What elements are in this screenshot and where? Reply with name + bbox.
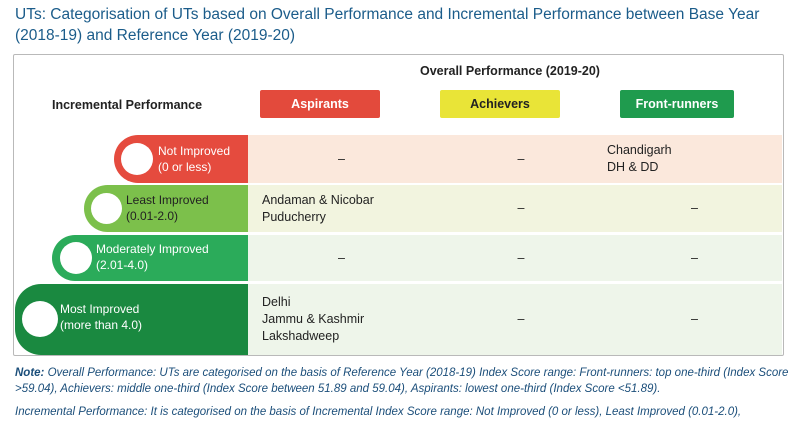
- cell-front-runners: Chandigarh DH & DD: [607, 142, 782, 176]
- cell-aspirants: –: [248, 250, 435, 267]
- pill-range: (more than 4.0): [60, 318, 143, 332]
- overall-performance-heading: Overall Performance (2019-20): [420, 64, 600, 78]
- pill-text: Moderately Improved (2.01-4.0): [96, 241, 209, 273]
- pill-text: Least Improved (0.01-2.0): [126, 192, 209, 224]
- cell-value: –: [338, 250, 345, 265]
- cell-value: –: [517, 201, 525, 215]
- cell-achievers: –: [435, 151, 607, 168]
- cell-value: –: [691, 201, 698, 215]
- cell-value: Puducherry: [262, 209, 326, 224]
- pill-most-improved: Most Improved (more than 4.0): [15, 284, 248, 355]
- cell-achievers: –: [435, 250, 607, 267]
- pill-label: Most Improved: [60, 302, 140, 316]
- pill-label: Not Improved: [158, 144, 231, 158]
- matrix-row-moderately-improved: – – –: [248, 235, 782, 281]
- pill-range: (0 or less): [158, 160, 212, 174]
- pill-not-improved: Not Improved (0 or less): [114, 135, 248, 183]
- cell-achievers: –: [435, 200, 607, 217]
- pill-range: (2.01-4.0): [96, 258, 149, 272]
- pill-label: Least Improved: [126, 193, 209, 207]
- matrix-frame: [13, 54, 784, 356]
- matrix-row-most-improved: Delhi Jammu & Kashmir Lakshadweep – –: [248, 284, 782, 355]
- note-overall: Note: Overall Performance: UTs are categ…: [15, 365, 790, 397]
- cell-value: Chandigarh: [607, 143, 672, 157]
- matrix-row-least-improved: Andaman & Nicobar Puducherry – –: [248, 185, 782, 232]
- category-achievers: Achievers: [440, 90, 560, 118]
- cell-aspirants: –: [248, 151, 435, 168]
- cell-value: Jammu & Kashmir: [262, 312, 365, 326]
- cell-value: –: [517, 312, 525, 326]
- cell-value: –: [517, 250, 525, 265]
- circle-icon: [121, 143, 153, 175]
- circle-icon: [22, 301, 58, 337]
- matrix-row-not-improved: – – Chandigarh DH & DD: [248, 135, 782, 183]
- cell-value: Lakshadweep: [262, 329, 340, 343]
- note-incremental: Incremental Performance: It is categoris…: [15, 406, 742, 418]
- cell-value: –: [517, 151, 525, 166]
- note-text-overall: Overall Performance: UTs are categorised…: [15, 367, 789, 395]
- circle-icon: [91, 193, 122, 224]
- note-label: Note:: [15, 367, 45, 379]
- pill-text: Most Improved (more than 4.0): [60, 301, 142, 333]
- cell-front-runners: –: [607, 200, 782, 217]
- cell-value: Andaman & Nicobar: [262, 192, 374, 207]
- pill-moderately-improved: Moderately Improved (2.01-4.0): [52, 235, 248, 281]
- pill-least-improved: Least Improved (0.01-2.0): [84, 185, 248, 232]
- cell-aspirants: Andaman & Nicobar Puducherry: [248, 192, 435, 226]
- cell-value: DH & DD: [607, 160, 659, 174]
- cell-value: Delhi: [262, 295, 291, 309]
- incremental-performance-heading: Incremental Performance: [52, 98, 203, 112]
- cell-aspirants: Delhi Jammu & Kashmir Lakshadweep: [248, 294, 435, 345]
- cell-front-runners: –: [607, 250, 782, 267]
- cell-front-runners: –: [607, 311, 782, 328]
- pill-range: (0.01-2.0): [126, 209, 179, 223]
- pill-label: Moderately Improved: [96, 242, 209, 256]
- circle-icon: [60, 242, 92, 274]
- cell-value: –: [691, 250, 698, 265]
- category-aspirants: Aspirants: [260, 90, 380, 118]
- category-front-runners: Front-runners: [620, 90, 734, 118]
- cell-value: –: [338, 151, 345, 166]
- cell-value: –: [691, 312, 698, 326]
- cell-achievers: –: [435, 311, 607, 328]
- figure-title: UTs: Categorisation of UTs based on Over…: [15, 6, 760, 44]
- pill-text: Not Improved (0 or less): [158, 143, 230, 175]
